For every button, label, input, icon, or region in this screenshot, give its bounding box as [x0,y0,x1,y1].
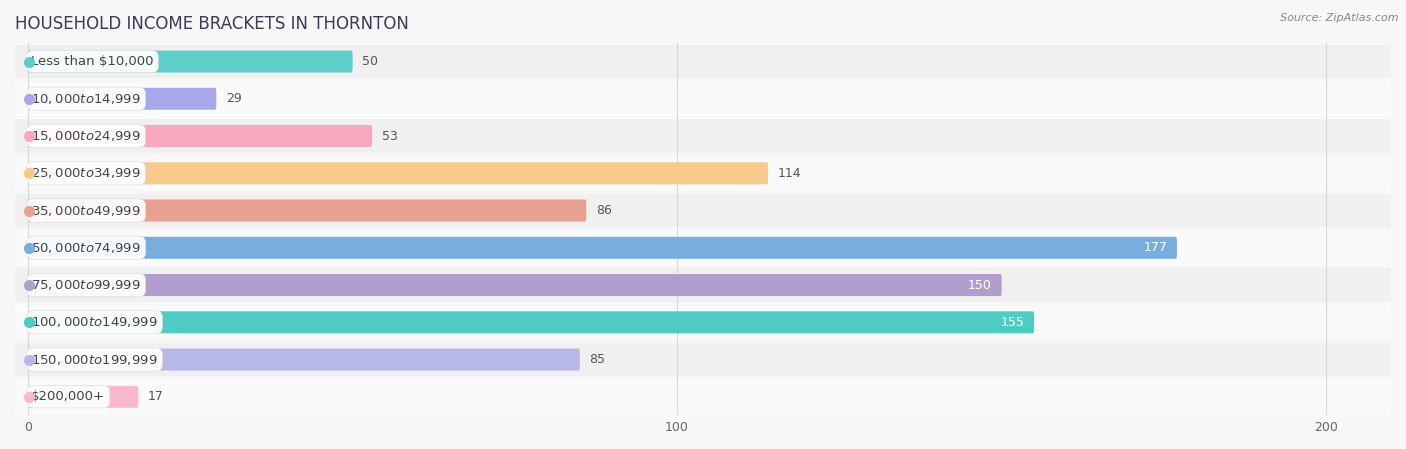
FancyBboxPatch shape [15,157,1391,190]
Text: HOUSEHOLD INCOME BRACKETS IN THORNTON: HOUSEHOLD INCOME BRACKETS IN THORNTON [15,15,409,33]
Text: 150: 150 [967,278,991,291]
Text: 53: 53 [381,129,398,142]
FancyBboxPatch shape [15,305,1391,339]
Text: 17: 17 [148,390,165,403]
Text: $100,000 to $149,999: $100,000 to $149,999 [31,315,157,329]
FancyBboxPatch shape [15,119,1391,153]
Text: $50,000 to $74,999: $50,000 to $74,999 [31,241,141,255]
FancyBboxPatch shape [28,162,768,184]
FancyBboxPatch shape [28,125,373,147]
Text: $15,000 to $24,999: $15,000 to $24,999 [31,129,141,143]
Text: 114: 114 [778,167,801,180]
FancyBboxPatch shape [15,82,1391,115]
Text: 86: 86 [596,204,612,217]
FancyBboxPatch shape [15,380,1391,414]
FancyBboxPatch shape [15,231,1391,264]
Text: $25,000 to $34,999: $25,000 to $34,999 [31,166,141,180]
FancyBboxPatch shape [15,194,1391,227]
FancyBboxPatch shape [28,311,1035,333]
Text: 155: 155 [1001,316,1025,329]
Text: 85: 85 [589,353,606,366]
FancyBboxPatch shape [28,274,1001,296]
Text: $200,000+: $200,000+ [31,390,105,403]
Text: Source: ZipAtlas.com: Source: ZipAtlas.com [1281,13,1399,23]
FancyBboxPatch shape [28,386,138,408]
Text: $150,000 to $199,999: $150,000 to $199,999 [31,352,157,366]
Text: $10,000 to $14,999: $10,000 to $14,999 [31,92,141,106]
FancyBboxPatch shape [15,269,1391,302]
FancyBboxPatch shape [28,51,353,72]
FancyBboxPatch shape [28,199,586,221]
FancyBboxPatch shape [28,237,1177,259]
Text: 29: 29 [226,92,242,105]
Text: $35,000 to $49,999: $35,000 to $49,999 [31,203,141,217]
FancyBboxPatch shape [15,45,1391,78]
Text: Less than $10,000: Less than $10,000 [31,55,153,68]
Text: 177: 177 [1143,241,1167,254]
FancyBboxPatch shape [28,88,217,110]
FancyBboxPatch shape [15,343,1391,376]
Text: 50: 50 [363,55,378,68]
FancyBboxPatch shape [28,348,579,370]
Text: $75,000 to $99,999: $75,000 to $99,999 [31,278,141,292]
